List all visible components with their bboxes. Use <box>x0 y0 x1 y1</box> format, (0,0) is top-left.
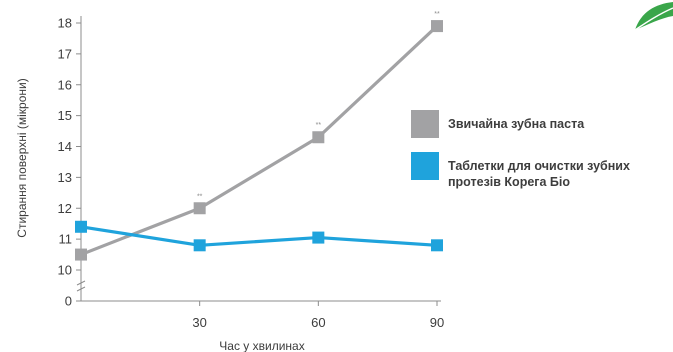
y-tick-label: 13 <box>58 170 72 185</box>
legend-swatch-corega <box>411 152 439 180</box>
series-line-1 <box>80 225 438 247</box>
y-axis-label: Стирання поверхні (мікрони) <box>15 78 29 237</box>
legend-label-toothpaste: Звичайна зубна паста <box>448 117 585 131</box>
legend: Звичайна зубна паста Таблетки для очистк… <box>411 110 673 204</box>
series-line-0 <box>80 24 439 257</box>
legend-item-toothpaste: Звичайна зубна паста <box>411 110 673 138</box>
y-tick-label: 0 <box>65 294 72 309</box>
data-point-series-0 <box>431 20 443 33</box>
x-axis-label: Час у хвилинах <box>219 339 304 352</box>
data-point-series-1 <box>431 239 443 252</box>
legend-swatch-toothpaste <box>411 110 439 138</box>
y-tick-label: 18 <box>58 16 72 31</box>
x-tick-label: 90 <box>430 315 444 330</box>
x-tick-label: 60 <box>311 315 325 330</box>
data-point-series-0 <box>312 131 325 144</box>
x-tick-label: 30 <box>192 315 206 330</box>
y-tick-label: 12 <box>58 201 72 216</box>
y-tick-label: 17 <box>58 46 72 61</box>
significance-marker: ** <box>197 193 203 200</box>
legend-label-corega: Таблетки для очистки зубних протезів Кор… <box>448 159 630 189</box>
y-tick-label: 11 <box>59 232 73 247</box>
data-point-series-0 <box>193 202 206 215</box>
legend-item-corega: Таблетки для очистки зубних протезів Кор… <box>411 152 673 190</box>
y-tick-label: 10 <box>58 263 72 278</box>
data-point-series-1 <box>75 220 87 233</box>
series-group: ** ** ** <box>75 11 443 261</box>
x-axis-ticks: 30 60 90 <box>192 301 444 330</box>
y-tick-label: 16 <box>58 77 72 92</box>
significance-marker: ** <box>434 11 440 18</box>
y-tick-label: 14 <box>58 139 72 154</box>
significance-marker: ** <box>316 122 322 129</box>
y-tick-label: 15 <box>58 108 72 123</box>
data-point-series-1 <box>193 239 206 252</box>
data-point-series-1 <box>312 231 325 244</box>
y-axis-ticks: 0 10 11 12 13 14 15 16 17 18 <box>58 16 86 309</box>
data-point-series-0 <box>75 248 87 261</box>
leaf-logo-icon <box>634 2 673 31</box>
